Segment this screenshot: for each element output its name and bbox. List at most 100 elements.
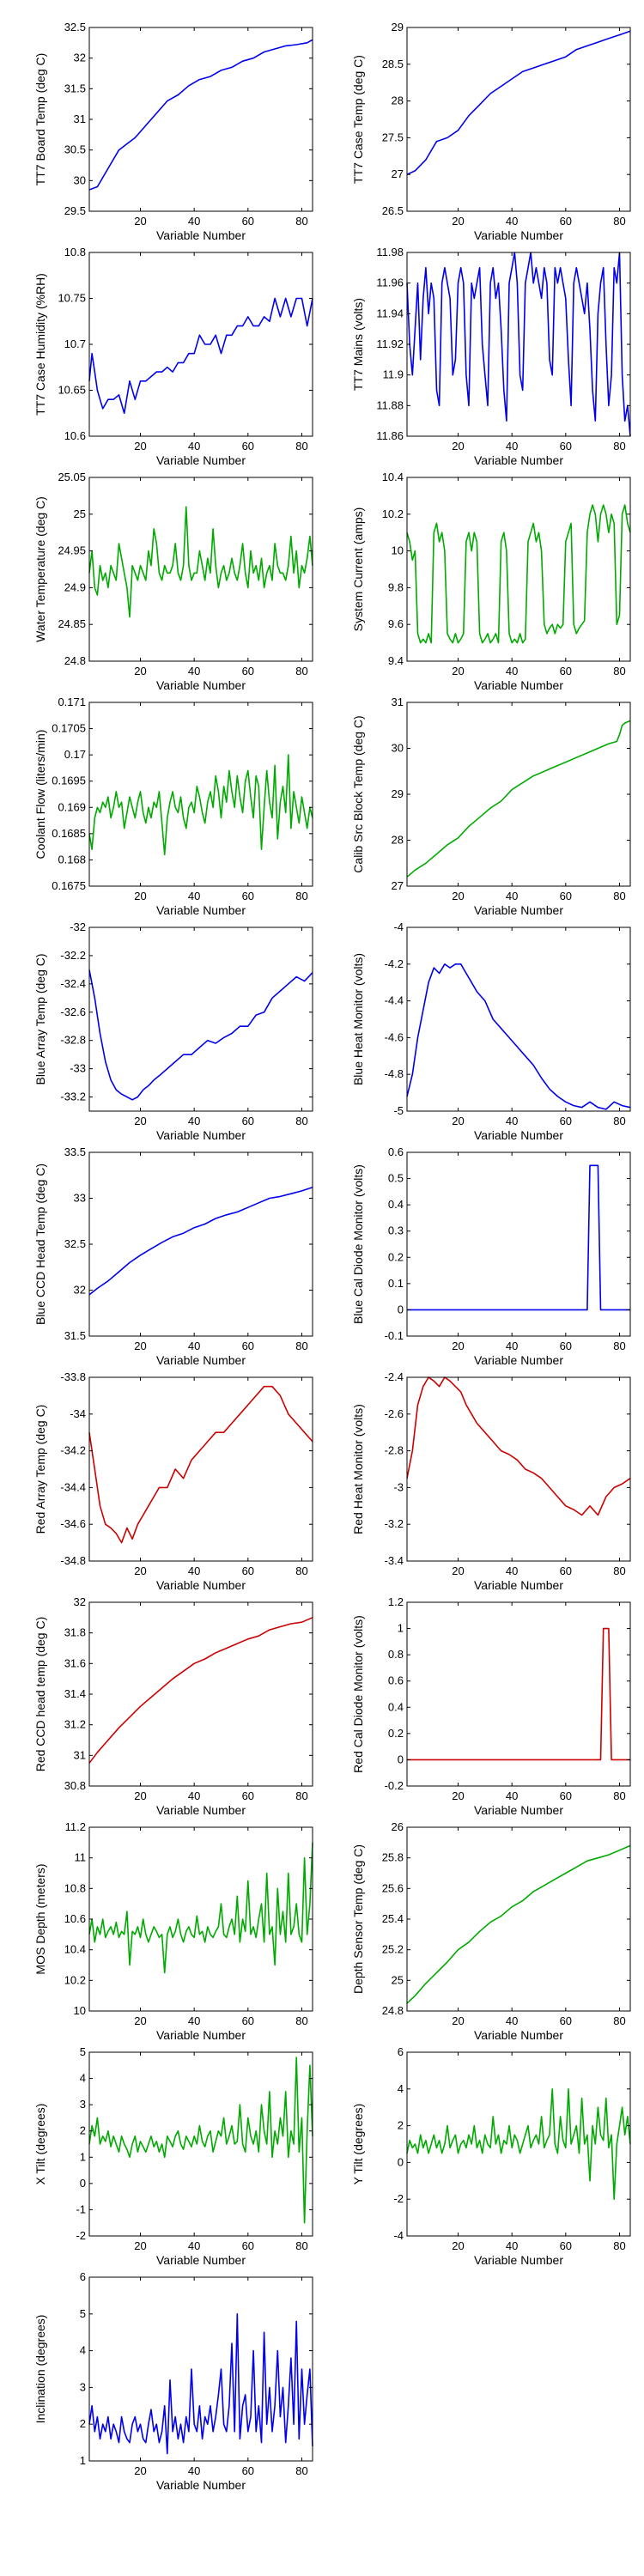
x-tick-label: 40 — [506, 440, 518, 453]
y-tick-label: -34.8 — [60, 1554, 86, 1567]
y-tick-label: 0.168 — [58, 853, 86, 866]
chart-panel-13: 20 40 60 80 -34.8 -34.6 -34.4 -34.2 -34 -33.8 Vari… — [33, 1370, 313, 1592]
x-tick-label: 80 — [613, 2014, 625, 2027]
y-tick-label: -5 — [393, 1104, 404, 1117]
y-tick-label: 1 — [80, 2454, 86, 2467]
y-tick-label: 30.8 — [64, 1779, 86, 1792]
y-tick-label: 2 — [80, 2417, 86, 2430]
y-tick-label: 11.98 — [376, 246, 404, 258]
y-tick-label: 31 — [74, 1748, 86, 1761]
x-tick-label: 80 — [613, 890, 625, 902]
axes-box — [406, 2051, 631, 2237]
axes-box — [88, 702, 313, 887]
y-tick-label: -33 — [70, 1062, 86, 1075]
y-tick-label: 0.1705 — [52, 722, 86, 735]
y-tick-label: -3 — [393, 1480, 404, 1493]
axes-box — [406, 702, 631, 887]
x-axis-label: Variable Number — [474, 228, 563, 242]
x-tick-label: 60 — [560, 2014, 572, 2027]
x-tick-label: 40 — [188, 1789, 200, 1802]
x-tick-label: 60 — [560, 1115, 572, 1127]
y-tick-label: 0.6 — [388, 1145, 404, 1158]
y-tick-label: -2 — [393, 2192, 404, 2205]
x-tick-label: 20 — [134, 665, 146, 677]
x-tick-label: 60 — [560, 2239, 572, 2252]
x-tick-label: 60 — [242, 890, 254, 902]
y-tick-label: 28 — [392, 94, 404, 107]
y-tick-label: -0.1 — [385, 1329, 404, 1342]
y-tick-label: 11.96 — [376, 276, 404, 289]
axes-box — [406, 477, 631, 662]
y-tick-label: 25.8 — [382, 1851, 404, 1864]
y-tick-label: 4 — [80, 2072, 86, 2085]
x-tick-label: 80 — [613, 1789, 625, 1802]
y-tick-label: 0.2 — [388, 1727, 404, 1740]
x-axis-label: Variable Number — [156, 1128, 246, 1142]
y-tick-label: 3 — [80, 2380, 86, 2393]
y-tick-label: 1 — [80, 2150, 86, 2163]
y-tick-label: -33.2 — [60, 1091, 86, 1103]
axes-box — [88, 1151, 313, 1337]
chart-panel-15: 20 40 60 80 30.8 31 31.2 31.4 31.6 31.8 32 Variable… — [33, 1595, 313, 1817]
x-axis-label: Variable Number — [156, 1578, 246, 1592]
y-tick-label: 10.6 — [64, 429, 86, 442]
y-tick-label: 9.4 — [388, 654, 404, 667]
y-axis-label: TT7 Mains (volts) — [351, 298, 365, 391]
y-tick-label: 0.171 — [58, 696, 86, 708]
chart-panel-21: 20 40 60 80 1 2 3 4 5 6 Variable Number Inclination… — [33, 2270, 313, 2492]
y-tick-label: -32 — [70, 920, 86, 933]
series-line — [406, 504, 631, 644]
y-tick-label: 3 — [80, 2098, 86, 2111]
y-tick-label: 10.4 — [382, 471, 404, 483]
y-axis-label: Depth Sensor Temp (deg C) — [351, 1844, 365, 1994]
chart-panel-9: 20 40 60 80 -33.2 -33 -32.8 -32.6 -32.4 -32.2 -32 V… — [33, 920, 313, 1142]
x-tick-label: 20 — [134, 890, 146, 902]
x-tick-label: 20 — [452, 665, 464, 677]
series-line — [406, 30, 631, 175]
x-axis-label: Variable Number — [474, 1578, 563, 1592]
y-tick-label: -4.8 — [385, 1067, 404, 1080]
y-tick-label: 0.4 — [388, 1700, 404, 1713]
axes-box — [406, 1601, 631, 1787]
y-tick-label: 9.8 — [388, 580, 404, 593]
y-tick-label: 11 — [75, 1851, 87, 1864]
y-tick-label: 29 — [392, 787, 404, 800]
y-tick-label: 31 — [392, 696, 404, 708]
x-axis-label: Variable Number — [474, 2028, 563, 2042]
x-tick-label: 60 — [560, 215, 572, 228]
y-tick-label: 32 — [74, 1284, 86, 1297]
x-tick-label: 60 — [560, 1340, 572, 1352]
y-tick-label: 0.1695 — [52, 775, 86, 787]
y-tick-label: 10.8 — [64, 246, 86, 258]
y-axis-label: Blue CCD Head Temp (deg C) — [33, 1163, 47, 1325]
x-tick-label: 60 — [560, 440, 572, 453]
x-tick-label: 60 — [242, 2464, 254, 2477]
x-tick-label: 40 — [506, 1340, 518, 1352]
x-axis-label: Variable Number — [474, 1803, 563, 1817]
x-tick-label: 80 — [295, 2239, 307, 2252]
x-tick-label: 40 — [188, 890, 200, 902]
y-tick-label: 11.9 — [383, 368, 404, 381]
y-tick-label: 31.5 — [64, 1329, 86, 1342]
x-tick-label: 80 — [613, 1115, 625, 1127]
y-tick-label: 30 — [74, 173, 86, 186]
y-axis-label: Red CCD head temp (deg C) — [33, 1617, 47, 1772]
y-tick-label: -34.4 — [60, 1480, 86, 1493]
y-axis-label: Blue Array Temp (deg C) — [33, 953, 47, 1084]
y-axis-label: System Current (amps) — [351, 507, 365, 632]
series-line — [88, 506, 313, 618]
x-axis-label: Variable Number — [474, 1128, 563, 1142]
x-axis-label: Variable Number — [156, 1353, 246, 1367]
series-line — [88, 1842, 313, 1974]
x-tick-label: 20 — [134, 1340, 146, 1352]
y-tick-label: 29 — [392, 21, 404, 33]
y-axis-label: TT7 Case Humidity (%RH) — [33, 273, 47, 416]
x-tick-label: 40 — [506, 215, 518, 228]
y-tick-label: 31.4 — [64, 1687, 86, 1700]
x-tick-label: 60 — [560, 665, 572, 677]
x-tick-label: 20 — [452, 2014, 464, 2027]
y-tick-label: -34.6 — [60, 1517, 86, 1530]
x-axis-label: Variable Number — [156, 1803, 246, 1817]
y-tick-label: 31.2 — [64, 1718, 86, 1731]
x-tick-label: 60 — [242, 1115, 254, 1127]
